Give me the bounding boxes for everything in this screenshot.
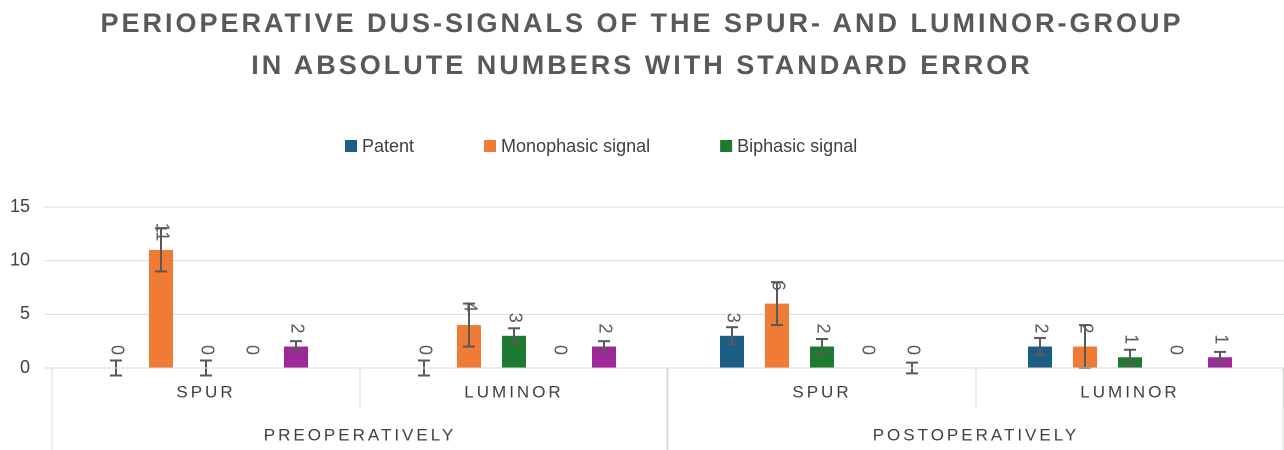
x-tick-label: SPUR bbox=[176, 382, 235, 401]
data-label: 2 bbox=[1076, 324, 1096, 334]
y-tick-label: 15 bbox=[10, 196, 30, 216]
data-label: 2 bbox=[595, 324, 615, 334]
data-label: 0 bbox=[415, 345, 435, 355]
bar bbox=[810, 346, 834, 368]
data-label: 0 bbox=[197, 345, 217, 355]
legend-label: Patent bbox=[362, 136, 414, 156]
y-tick-label: 0 bbox=[20, 357, 30, 377]
group-label: PREOPERATIVELY bbox=[264, 425, 457, 444]
data-label: 0 bbox=[107, 345, 127, 355]
data-label: 3 bbox=[723, 313, 743, 323]
chart-title: PERIOPERATIVE DUS-SIGNALS OF THE SPUR- A… bbox=[100, 8, 1184, 80]
legend-label: Monophasic signal bbox=[501, 136, 650, 156]
data-label: 3 bbox=[505, 313, 525, 323]
data-label: 0 bbox=[1166, 345, 1186, 355]
x-tick-label: LUMINOR bbox=[1080, 382, 1179, 401]
data-label: 1 bbox=[1211, 334, 1231, 344]
data-label: 0 bbox=[858, 345, 878, 355]
legend-swatch bbox=[345, 140, 357, 152]
data-label: 1 bbox=[1121, 334, 1141, 344]
data-label: 6 bbox=[768, 281, 788, 291]
data-label: 0 bbox=[550, 345, 570, 355]
data-label: 0 bbox=[903, 345, 923, 355]
y-tick-label: 10 bbox=[10, 249, 30, 269]
data-label: 2 bbox=[813, 324, 833, 334]
data-label: 2 bbox=[1031, 324, 1051, 334]
legend-swatch bbox=[720, 140, 733, 152]
y-tick-label: 5 bbox=[20, 303, 30, 323]
data-label: 11 bbox=[152, 223, 172, 242]
data-label: 2 bbox=[287, 324, 307, 334]
legend-label: Biphasic signal bbox=[737, 136, 857, 156]
data-label: 4 bbox=[460, 302, 480, 312]
group-label: POSTOPERATIVELY bbox=[873, 425, 1080, 444]
data-label: 0 bbox=[242, 345, 262, 355]
x-tick-label: SPUR bbox=[792, 382, 851, 401]
bar bbox=[1028, 346, 1052, 368]
x-tick-label: LUMINOR bbox=[464, 382, 563, 401]
legend-swatch bbox=[484, 140, 497, 152]
